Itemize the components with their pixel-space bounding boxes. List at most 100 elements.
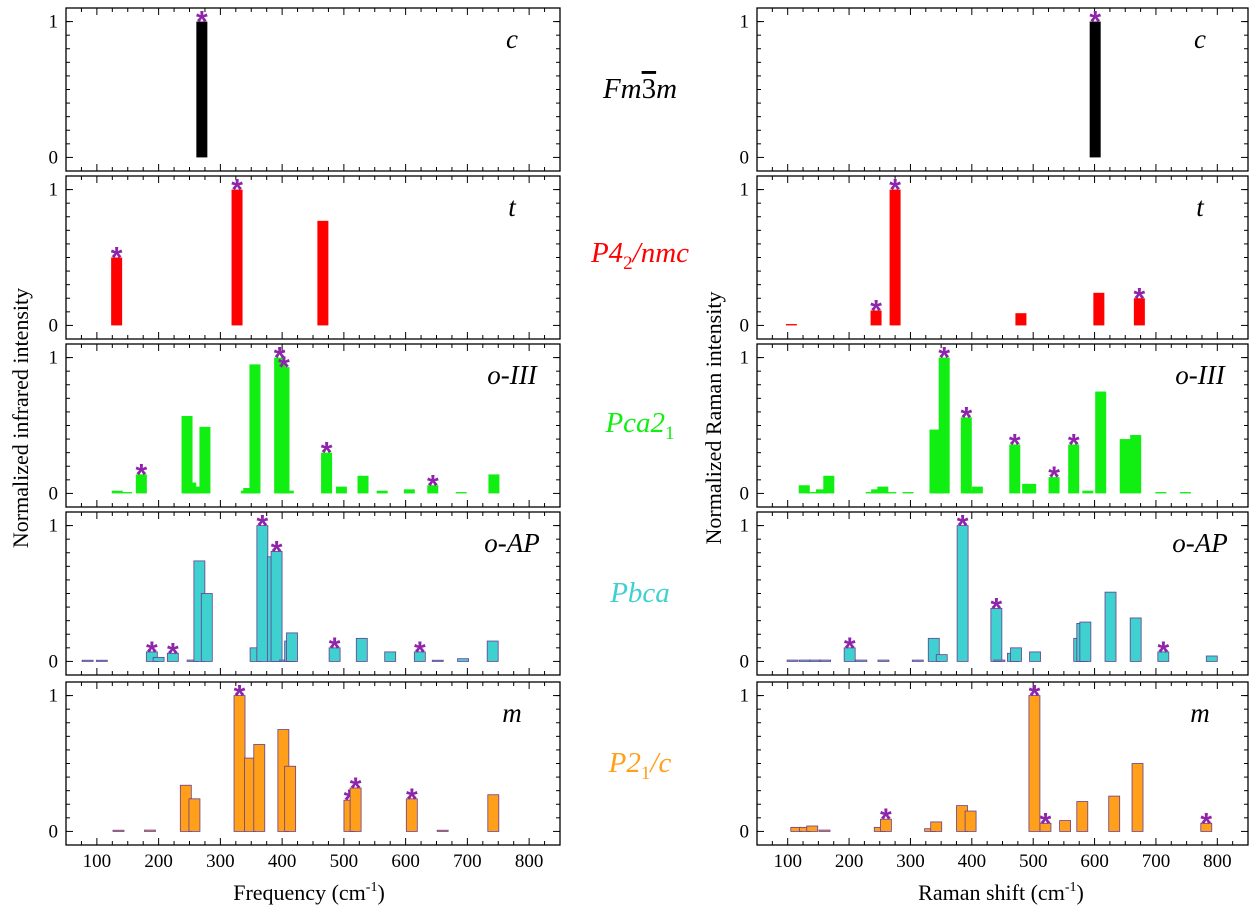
y-axis-label-infrared: Normalized infrared intensity xyxy=(8,288,33,548)
bar xyxy=(1133,298,1145,326)
star-marker: * xyxy=(135,458,147,491)
x-tick-label: 600 xyxy=(1080,851,1109,872)
bar xyxy=(145,651,158,662)
phase-label: o-III xyxy=(487,360,538,390)
star-marker: * xyxy=(1068,429,1080,462)
x-axis-label-raman: Raman shift (cm-1) xyxy=(918,880,1084,905)
panel-ir-o-ap: 01* **** *o-AP xyxy=(49,510,561,676)
bar xyxy=(256,525,269,662)
bar xyxy=(1048,477,1060,494)
bar xyxy=(487,794,500,832)
bar xyxy=(166,652,179,662)
star-marker: * xyxy=(991,592,1003,625)
bar xyxy=(321,452,333,494)
panel-ir-o-iii: 01*****o-III xyxy=(49,342,561,508)
bar xyxy=(231,189,243,326)
bar xyxy=(1089,21,1101,158)
bar xyxy=(488,474,500,494)
star-marker: * xyxy=(1040,807,1052,840)
bar xyxy=(436,829,449,832)
bar xyxy=(785,324,797,326)
star-marker: * xyxy=(329,632,341,665)
bar xyxy=(1076,801,1089,832)
y-tick-label: 0 xyxy=(49,147,59,168)
bar xyxy=(964,810,977,832)
bar xyxy=(885,492,897,494)
y-tick-label: 0 xyxy=(740,315,750,336)
star-marker: * xyxy=(427,469,439,502)
y-tick-label: 1 xyxy=(49,686,59,707)
bar xyxy=(818,829,831,832)
bar xyxy=(376,490,388,494)
x-tick-label: 100 xyxy=(773,851,802,872)
y-tick-label: 1 xyxy=(49,180,59,201)
y-tick-label: 1 xyxy=(740,516,750,537)
bar xyxy=(284,765,297,832)
bar xyxy=(798,485,810,494)
bar xyxy=(1130,435,1142,494)
bar xyxy=(196,21,208,158)
bar xyxy=(286,632,298,662)
panel-frame xyxy=(65,343,561,508)
phase-label: t xyxy=(1196,192,1205,222)
phase-label: c xyxy=(1194,24,1206,54)
bar xyxy=(335,486,347,494)
bar xyxy=(328,647,341,662)
panel-frame xyxy=(756,511,1249,676)
phase-label: o-AP xyxy=(484,528,539,558)
bar xyxy=(1104,591,1117,662)
y-tick-label: 0 xyxy=(740,651,750,672)
bar xyxy=(427,485,439,494)
bar xyxy=(966,490,978,494)
bar xyxy=(806,492,818,494)
y-tick-label: 0 xyxy=(49,483,59,504)
panel-frame xyxy=(65,7,561,172)
bar xyxy=(349,787,362,832)
panel-ir-t: 0 1 * * t xyxy=(49,174,561,340)
bar xyxy=(798,659,811,662)
spacegroup-label-oap: Pbca xyxy=(609,577,670,609)
star-marker: * xyxy=(350,772,362,805)
bar xyxy=(877,659,890,662)
x-tick-label: 500 xyxy=(330,851,359,872)
bar xyxy=(871,489,883,494)
bar xyxy=(357,475,369,494)
x-tick-label: 800 xyxy=(1203,851,1232,872)
y-tick-label: 1 xyxy=(740,686,750,707)
bar xyxy=(190,486,202,494)
bar xyxy=(806,825,819,832)
bar xyxy=(929,429,941,494)
bar xyxy=(1015,313,1027,326)
bar xyxy=(1155,492,1167,494)
phase-label: m xyxy=(502,698,522,728)
star-marker: * xyxy=(1089,6,1101,39)
star-marker: * xyxy=(257,510,269,543)
bar xyxy=(1119,439,1131,494)
bar xyxy=(111,490,123,494)
panel-ir-c: 0 1 * c xyxy=(49,6,561,172)
bar xyxy=(933,485,945,494)
star-marker: * xyxy=(844,632,856,665)
y-tick-label: 1 xyxy=(740,348,750,369)
y-axis-label-raman: Normalized Raman intensity xyxy=(701,292,726,545)
panel-raman-c: 0 1 * c xyxy=(740,6,1249,172)
bar xyxy=(112,829,125,832)
bar xyxy=(486,640,499,662)
star-marker: * xyxy=(274,342,286,375)
bar xyxy=(993,659,1006,662)
bar xyxy=(144,829,156,832)
bar xyxy=(1025,483,1037,494)
star-marker: * xyxy=(278,351,290,384)
star-marker: * xyxy=(1200,807,1212,840)
panel-raman-o-ap: 0 1 * * * * o-AP xyxy=(740,510,1249,676)
panel-frame xyxy=(65,175,561,340)
star-marker: * xyxy=(1157,636,1169,669)
bar xyxy=(927,637,940,662)
bar xyxy=(282,490,294,494)
bar xyxy=(930,821,943,832)
bar xyxy=(960,417,972,494)
panel-raman-m: 0 1 * * * * m 100 200 300 400 500 600 700 800 xyxy=(740,680,1249,872)
bar xyxy=(413,651,426,662)
x-tick-label: 700 xyxy=(453,851,482,872)
